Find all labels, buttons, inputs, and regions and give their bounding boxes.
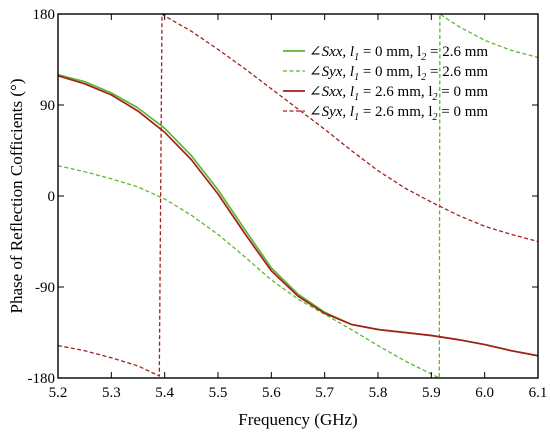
x-tick-label: 5.5 (209, 385, 228, 401)
legend: ∠Sxx, l1 = 0 mm, l2 = 2.6 mm∠Syx, l1 = 0… (283, 44, 488, 123)
legend-label: ∠Sxx, l1 = 2.6 mm, l2 = 0 mm (309, 84, 488, 103)
legend-label-part: = 0 mm (438, 84, 489, 100)
x-tick-label: 6.0 (475, 385, 494, 401)
legend-label-part: 1 (354, 92, 359, 103)
legend-label-part: = 0 mm (438, 104, 489, 120)
legend-label-part: ∠ (309, 104, 322, 120)
legend-label-part: 1 (354, 112, 359, 123)
ticks-layer: 5.2 5.3 5.4 5.5 5.6 5.7 5.8 5.9 6.0 6.1 180 90 0 -90 -… (28, 7, 548, 401)
y-tick-label: -180 (28, 371, 56, 387)
legend-entry: ∠Syx, l1 = 0 mm, l2 = 2.6 mm (283, 64, 488, 83)
legend-label: ∠Syx, l1 = 0 mm, l2 = 2.6 mm (309, 64, 488, 83)
legend-label-part: 1 (354, 72, 359, 83)
legend-label-part: 2 (421, 52, 426, 63)
y-tick-label: 90 (40, 98, 55, 114)
legend-label-part: = 2.6 mm (426, 64, 488, 80)
legend-label-part: Sxx (322, 84, 343, 100)
legend-label-part: , l (342, 64, 354, 80)
y-axis-title: Phase of Reflection Cofficients (°) (7, 79, 26, 314)
x-tick-label: 5.9 (422, 385, 441, 401)
legend-label-part: = 2.6 mm (426, 44, 488, 60)
y-tick-label: -90 (35, 280, 55, 296)
legend-label-part: ∠ (309, 64, 322, 80)
x-tick-label: 5.6 (262, 385, 281, 401)
legend-label: ∠Syx, l1 = 2.6 mm, l2 = 0 mm (309, 104, 488, 123)
series-line-4 (58, 14, 538, 377)
legend-label-part: = 2.6 mm, l (359, 84, 432, 100)
legend-label-part: = 0 mm, l (359, 44, 421, 60)
x-tick-label: 5.7 (315, 385, 334, 401)
legend-label-part: Syx (322, 64, 343, 80)
legend-label-part: 2 (433, 92, 438, 103)
legend-label-part: , l (342, 104, 354, 120)
x-axis-title: Frequency (GHz) (238, 410, 357, 429)
y-tick-label: 180 (33, 7, 56, 23)
legend-label-part: = 2.6 mm, l (359, 104, 432, 120)
y-tick-label: 0 (48, 189, 56, 205)
legend-label-part: 2 (433, 112, 438, 123)
legend-label-part: Sxx (322, 44, 343, 60)
legend-label-part: , l (342, 84, 354, 100)
x-tick-label: 5.8 (369, 385, 388, 401)
x-tick-label: 6.1 (529, 385, 548, 401)
x-tick-label: 5.4 (155, 385, 174, 401)
legend-label-part: 1 (354, 52, 359, 63)
legend-entry: ∠Sxx, l1 = 0 mm, l2 = 2.6 mm (283, 44, 488, 63)
series-line-3 (58, 74, 538, 357)
legend-label-part: , l (342, 44, 354, 60)
legend-label-part: = 0 mm, l (359, 64, 421, 80)
legend-label-part: Syx (322, 104, 343, 120)
x-tick-label: 5.3 (102, 385, 121, 401)
legend-label-part: 2 (421, 72, 426, 83)
legend-label-part: ∠ (309, 44, 322, 60)
legend-entry: ∠Sxx, l1 = 2.6 mm, l2 = 0 mm (283, 84, 488, 103)
legend-entry: ∠Syx, l1 = 2.6 mm, l2 = 0 mm (283, 104, 488, 123)
series-line-2 (58, 14, 538, 378)
x-tick-label: 5.2 (49, 385, 68, 401)
legend-label: ∠Sxx, l1 = 0 mm, l2 = 2.6 mm (309, 44, 488, 63)
series-layer (58, 14, 538, 378)
legend-label-part: ∠ (309, 84, 322, 100)
